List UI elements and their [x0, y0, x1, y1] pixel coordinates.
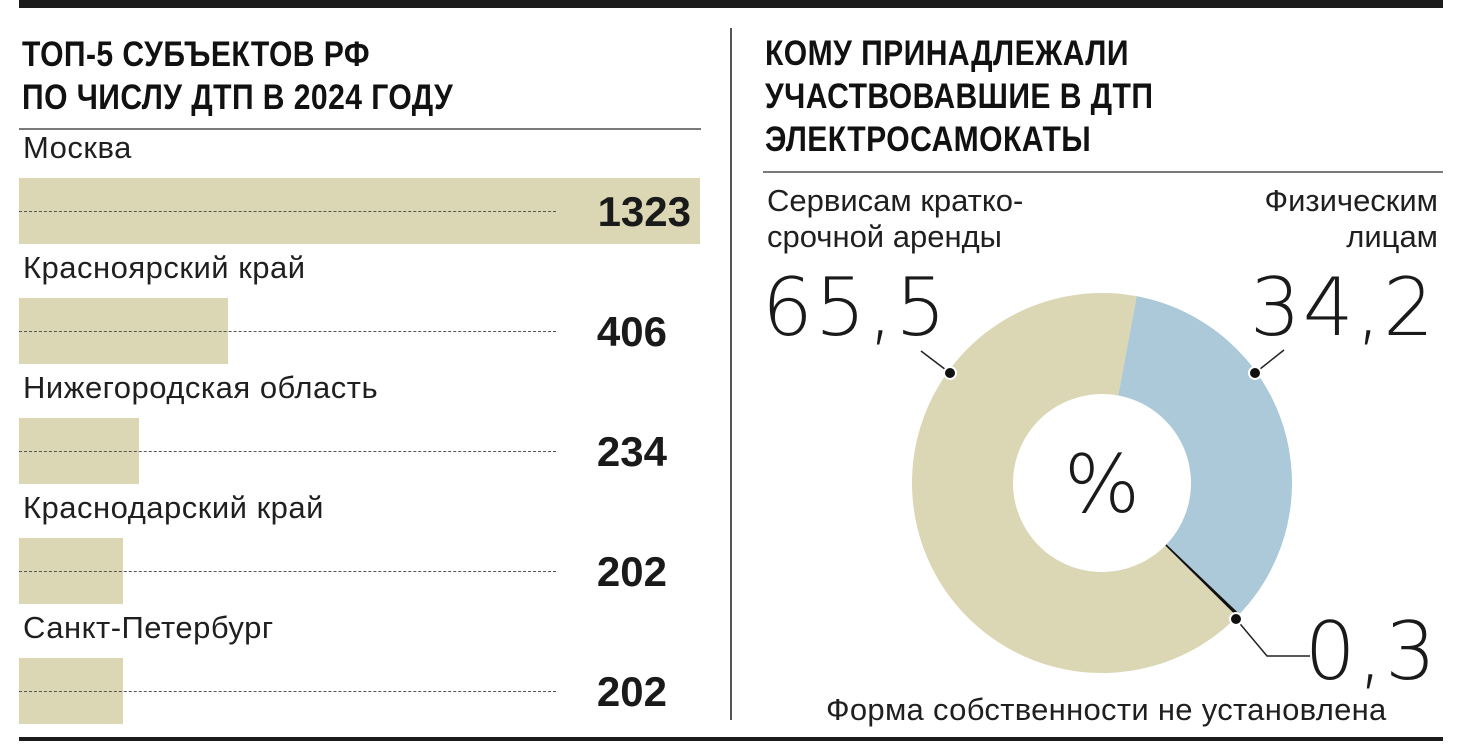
- segment-label-rental: Сервисам кратко- срочной аренды: [767, 183, 1023, 255]
- bar-value: 406: [596, 308, 667, 355]
- donut-chart-title-line-1: КОМУ ПРИНАДЛЕЖАЛИ: [765, 34, 1129, 73]
- top-rule: [19, 0, 1443, 8]
- leader-line-unknown: [1235, 618, 1310, 657]
- donut-chart-title-rule: [763, 171, 1443, 173]
- leader-dot-private: [1248, 366, 1262, 380]
- bar-guide-dashes: [19, 331, 556, 332]
- bar-guide-dashes: [19, 691, 556, 692]
- bar-chart-title-line-2: ПО ЧИСЛУ ДТП В 2024 ГОДУ: [22, 78, 454, 117]
- donut-chart-title-line-3: ЭЛЕКТРОСАМОКАТЫ: [765, 120, 1092, 159]
- bar-label: Красноярский край: [23, 250, 306, 285]
- bar-label: Москва: [23, 130, 132, 165]
- leader-dot-unknown: [1229, 612, 1243, 626]
- leader-dot-rental: [943, 366, 957, 380]
- segment-label-rental-line-2: срочной аренды: [767, 219, 1002, 254]
- segment-value-unknown: 0,3: [1304, 605, 1438, 698]
- bar-row: Красноярский край 406: [19, 250, 709, 370]
- segment-label-private-line-1: Физическим: [1264, 183, 1439, 218]
- bar-chart-title: ТОП-5 СУБЪЕКТОВ РФ ПО ЧИСЛУ ДТП В 2024 Г…: [22, 33, 453, 119]
- bar-label: Краснодарский край: [23, 490, 324, 525]
- bar-value: 1323: [597, 188, 691, 235]
- segment-value-rental: 65,5: [762, 261, 949, 354]
- bar-label: Нижегородская область: [23, 370, 379, 405]
- bar-chart-title-rule: [19, 128, 701, 130]
- bar-row: Москва 1323: [19, 130, 709, 250]
- panel-divider: [730, 28, 732, 720]
- bottom-rule: [19, 737, 1443, 741]
- bar-chart-title-line-1: ТОП-5 СУБЪЕКТОВ РФ: [22, 35, 371, 74]
- donut-chart-title: КОМУ ПРИНАДЛЕЖАЛИ УЧАСТВОВАВШИЕ В ДТП ЭЛ…: [765, 32, 1153, 161]
- segment-label-private: Физическим лицам: [1265, 183, 1439, 255]
- bar-label: Санкт-Петербург: [23, 610, 274, 645]
- bar-row: Санкт-Петербург 202: [19, 610, 709, 730]
- segment-label-private-line-2: лицам: [1346, 219, 1438, 254]
- bar-guide-dashes: [19, 451, 556, 452]
- bar-row: Краснодарский край 202: [19, 490, 709, 610]
- percent-symbol: %: [1064, 438, 1140, 531]
- donut-chart-title-line-2: УЧАСТВОВАВШИЕ В ДТП: [765, 77, 1154, 116]
- donut-segment-unknown: [1165, 544, 1240, 617]
- bar-value: 202: [596, 548, 667, 595]
- bar-row: Нижегородская область 234: [19, 370, 709, 490]
- segment-value-private: 34,2: [1249, 261, 1436, 354]
- donut-segment-rental: [912, 293, 1238, 673]
- bar-guide-dashes: [19, 211, 556, 212]
- bar-guide-dashes: [19, 571, 556, 572]
- segment-label-unknown: Форма собственности не установлена: [826, 692, 1387, 727]
- bar-value: 202: [596, 668, 667, 715]
- bar-value: 234: [596, 428, 667, 475]
- segment-label-rental-line-1: Сервисам кратко-: [767, 183, 1024, 218]
